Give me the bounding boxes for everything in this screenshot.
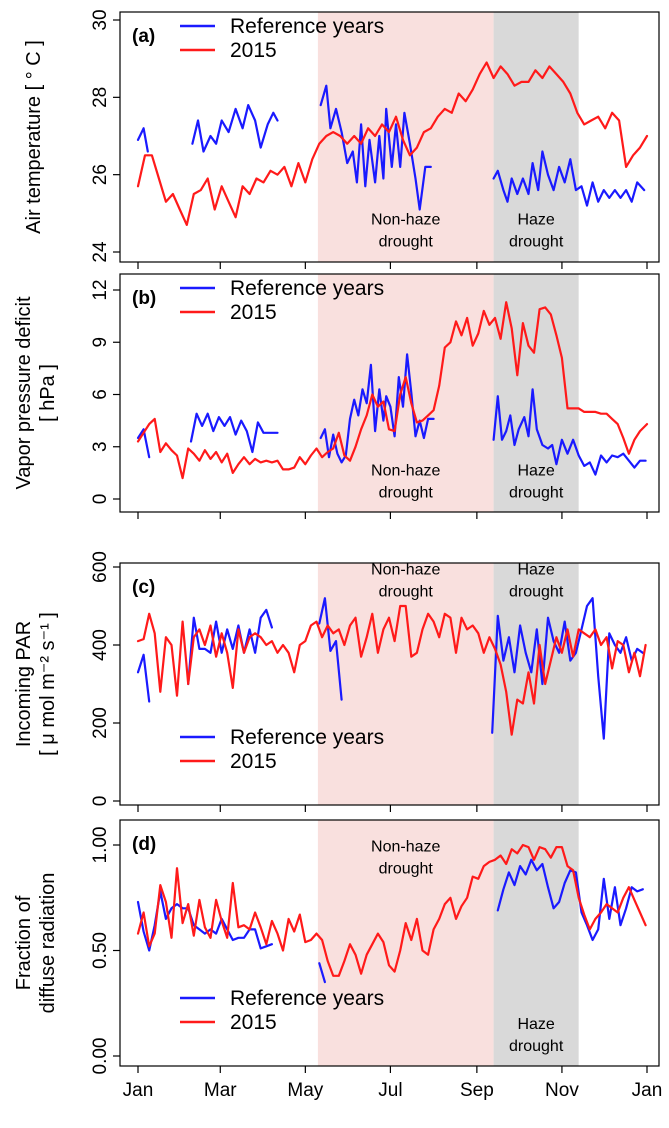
haze-drought-band	[493, 12, 579, 262]
y-axis-label: [ μ mol m⁻² s⁻¹ ]	[37, 612, 59, 756]
non-haze-drought-band	[317, 274, 494, 512]
band-label: drought	[379, 861, 434, 878]
y-tick-label: 0.00	[90, 1038, 111, 1075]
series-line-segment	[491, 597, 644, 740]
y-tick-label: 200	[90, 707, 111, 739]
band-label: Non-haze	[371, 839, 440, 856]
reference-years-series	[136, 84, 646, 211]
band-label: drought	[509, 584, 564, 601]
y-tick-label: 30	[90, 9, 111, 30]
y-tick-label: 600	[90, 551, 111, 583]
non-haze-drought-band	[317, 820, 494, 1066]
legend-entry: 2015	[230, 301, 277, 324]
plot-frame	[119, 273, 660, 513]
y-tick-label: 400	[90, 629, 111, 661]
x-tick-label: Mar	[204, 1080, 237, 1101]
panel-b: Non-haze drought Haze drought 0 3 6 9 12 Vapor pr…	[13, 273, 660, 519]
legend-entry: Reference years	[230, 277, 384, 300]
y-tick-label: 1.00	[90, 827, 111, 864]
year-2015-series	[136, 604, 647, 736]
panel-label: (a)	[132, 26, 155, 47]
y-axis-label: [ hPa ]	[37, 364, 59, 422]
x-tick-label: May	[287, 1080, 323, 1101]
band-label: Non-haze	[371, 463, 440, 480]
y-tick-label: 0.50	[90, 932, 111, 969]
series-line-segment	[136, 843, 647, 977]
series-line-segment	[319, 353, 435, 464]
legend-entry: Reference years	[230, 987, 384, 1010]
year-2015-series	[136, 843, 647, 977]
x-tick-label: Sep	[460, 1080, 494, 1101]
band-label: Haze	[517, 1016, 554, 1033]
legend-entry: 2015	[230, 750, 277, 773]
series-line-segment	[136, 653, 151, 703]
year-2015-series	[136, 301, 649, 480]
panel-d: Non-haze drought Haze drought 0.00 0.50 1.00 Fr…	[13, 819, 660, 1075]
band-label: drought	[509, 1038, 564, 1055]
series-line-segment	[136, 301, 649, 480]
x-tick-label: Jan	[123, 1080, 154, 1101]
y-tick-label: 9	[90, 337, 111, 348]
series-line-segment	[136, 61, 649, 226]
non-haze-drought-band	[317, 563, 494, 805]
x-tick-label: Nov	[545, 1080, 579, 1101]
series-line-segment	[189, 412, 279, 454]
band-label: Non-haze	[371, 562, 440, 579]
y-tick-label: 12	[90, 279, 111, 300]
y-tick-label: 0	[90, 494, 111, 505]
band-label: drought	[379, 584, 434, 601]
y-tick-label: 3	[90, 441, 111, 452]
series-line-segment	[136, 127, 149, 153]
plot-frame	[119, 562, 660, 806]
series-line-segment	[136, 428, 151, 459]
y-axis-label: diffuse radiation	[37, 873, 59, 1014]
x-tick-label: Jul	[378, 1080, 402, 1101]
year-2015-series	[136, 61, 649, 226]
legend-entry: 2015	[230, 39, 277, 62]
legend-entry: Reference years	[230, 726, 384, 749]
band-label: drought	[379, 234, 434, 251]
band-label: Haze	[517, 212, 554, 229]
series-line-segment	[318, 597, 343, 701]
series-line-segment	[492, 388, 647, 476]
band-label: drought	[509, 485, 564, 502]
panel-label: (b)	[132, 288, 156, 309]
plot-frame	[119, 819, 660, 1067]
x-tick-label: Jan	[632, 1080, 663, 1101]
legend-entry: Reference years	[230, 15, 384, 38]
plot-frame	[119, 11, 660, 263]
y-axis-label: Vapor pressure deficit	[13, 296, 35, 490]
y-tick-label: 28	[90, 87, 111, 108]
non-haze-drought-band	[317, 12, 494, 262]
y-axis-label: Air temperature [ ° C ]	[23, 40, 45, 234]
band-label: Haze	[517, 463, 554, 480]
series-line-segment	[492, 150, 646, 207]
series-line-segment	[136, 604, 647, 736]
legend-entry: 2015	[230, 1011, 277, 1034]
y-axis-label: Incoming PAR	[13, 621, 35, 747]
y-tick-label: 24	[90, 241, 111, 263]
y-axis-label: Fraction of	[13, 895, 35, 990]
band-label: drought	[509, 234, 564, 251]
reference-years-series	[136, 353, 647, 476]
panel-c: Non-haze drought Haze drought 0 200 400 600 Inco…	[13, 551, 660, 812]
panel-a: Non-haze drought Haze drought 24 26 28 30 Air te…	[23, 9, 660, 269]
panel-label: (c)	[132, 577, 155, 598]
series-line-segment	[319, 84, 432, 211]
band-label: drought	[379, 485, 434, 502]
series-line-segment	[191, 103, 279, 153]
y-tick-label: 26	[90, 164, 111, 185]
band-label: Non-haze	[371, 212, 440, 229]
panel-label: (d)	[132, 834, 156, 855]
y-tick-label: 6	[90, 389, 111, 400]
y-tick-label: 0	[90, 796, 111, 807]
series-line-segment	[318, 962, 326, 984]
band-label: Haze	[517, 562, 554, 579]
